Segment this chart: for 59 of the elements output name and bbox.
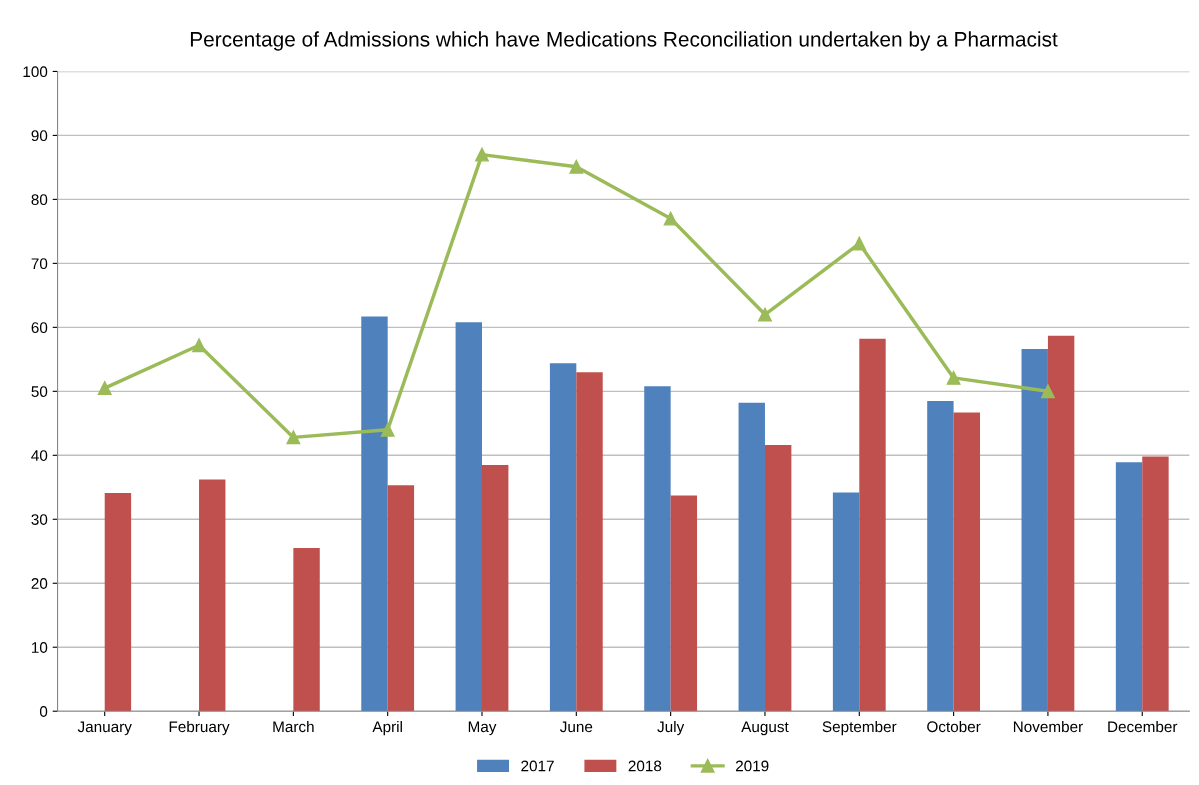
y-tick-label: 100: [23, 66, 48, 78]
bar: [455, 322, 482, 712]
y-tick-label: 40: [31, 450, 48, 461]
x-tick-label: November: [1013, 720, 1083, 733]
bar: [859, 338, 886, 712]
bar: [387, 485, 415, 712]
legend-label: 2019: [735, 760, 769, 772]
x-tick-label: December: [1108, 720, 1178, 733]
y-tick-label: 90: [31, 130, 48, 142]
bar: [1115, 462, 1143, 712]
bar: [549, 363, 577, 712]
bar: [1142, 456, 1169, 712]
x-tick-label: March: [273, 720, 314, 733]
point: [380, 422, 395, 437]
bar: [104, 493, 132, 712]
bar: [927, 400, 954, 712]
x-tick-label: August: [741, 721, 789, 736]
point: [852, 236, 867, 251]
x-tick-label: February: [169, 720, 230, 736]
bar: [832, 492, 860, 712]
x-tick-label: September: [822, 720, 897, 736]
x-tick-label: June: [559, 721, 593, 733]
legend-label: 2017: [521, 760, 554, 772]
point: [758, 307, 772, 322]
y-tick-label: 50: [31, 386, 48, 398]
legend-label: 2018: [628, 760, 662, 772]
y-tick-label: 70: [31, 258, 48, 270]
bar: [953, 412, 981, 712]
point: [946, 370, 961, 385]
bar: [482, 464, 509, 712]
bar: [738, 402, 765, 712]
bar: [670, 495, 698, 712]
bar: [199, 479, 226, 712]
bar: [1021, 349, 1048, 712]
x-tick-label: May: [468, 721, 497, 736]
bar: [644, 386, 671, 712]
point: [475, 147, 489, 162]
y-tick-label: 20: [31, 578, 48, 589]
chart-title: Percentage of Admissions which have Medications Reconciliation undertaken by a Pharmacist: [190, 31, 1058, 51]
bar: [764, 445, 792, 712]
bar: [361, 316, 388, 712]
x-tick-label: January: [77, 721, 132, 736]
point: [192, 338, 206, 353]
point: [569, 159, 584, 174]
x-tick-label: April: [372, 720, 402, 736]
y-tick-label: 60: [31, 322, 48, 334]
y-tick-label: 80: [31, 194, 48, 206]
point: [286, 430, 301, 445]
bar: [1047, 335, 1075, 712]
y-tick-label: 0: [39, 706, 48, 717]
x-tick-label: July: [657, 720, 685, 736]
bar: [576, 372, 603, 712]
point: [97, 381, 112, 396]
y-tick-label: 30: [31, 514, 48, 525]
y-tick-label: 10: [32, 642, 48, 653]
point: [1040, 384, 1055, 399]
x-tick-label: October: [927, 720, 981, 733]
point: [663, 211, 678, 226]
bar: [293, 548, 320, 712]
